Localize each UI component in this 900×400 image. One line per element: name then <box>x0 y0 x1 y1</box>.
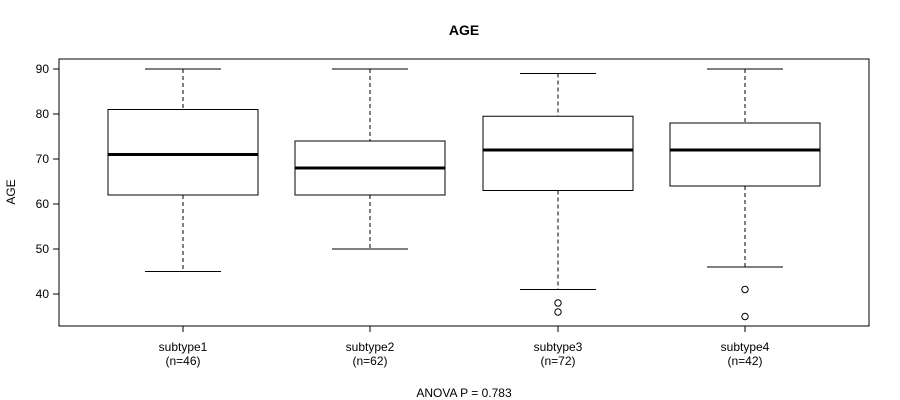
anova-footnote: ANOVA P = 0.783 <box>416 386 512 400</box>
outlier-point <box>741 312 749 321</box>
x-category-label: subtype1 <box>159 340 208 354</box>
x-category-n-label: (n=42) <box>727 354 762 368</box>
box-subtype4 <box>669 68 821 321</box>
boxes-layer <box>107 68 821 321</box>
chart-title: AGE <box>449 22 479 38</box>
iqr-box <box>107 109 259 196</box>
x-category-label: subtype2 <box>346 340 395 354</box>
x-category-n-label: (n=62) <box>352 354 387 368</box>
box-subtype2 <box>294 68 446 250</box>
y-axis-title: AGE <box>4 179 18 204</box>
y-tick-label: 80 <box>36 107 50 121</box>
y-tick-label: 40 <box>36 287 50 301</box>
y-tick-label: 60 <box>36 197 50 211</box>
x-category-label: subtype4 <box>721 340 770 354</box>
box-subtype3 <box>482 73 634 316</box>
iqr-box <box>482 115 634 191</box>
x-category-n-label: (n=72) <box>540 354 575 368</box>
outlier-point <box>554 308 562 316</box>
x-category-n-label: (n=46) <box>165 354 200 368</box>
iqr-box <box>669 122 821 187</box>
box-subtype1 <box>107 68 259 272</box>
y-axis: 40 50 60 70 80 90 <box>36 62 60 301</box>
outlier-point <box>741 285 749 294</box>
y-tick-label: 70 <box>36 152 50 166</box>
x-axis: subtype1(n=46) subtype2(n=62) subtype3(n=7… <box>159 326 770 368</box>
y-tick-label: 90 <box>36 62 50 76</box>
y-tick-label: 50 <box>36 242 50 256</box>
x-category-label: subtype3 <box>534 340 583 354</box>
outlier-point <box>554 299 562 307</box>
